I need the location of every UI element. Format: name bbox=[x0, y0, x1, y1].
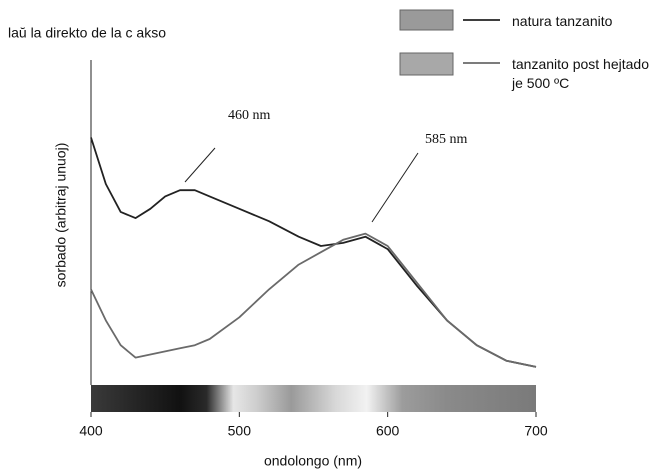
annotation: 585 nm bbox=[425, 132, 468, 147]
annotation: 460 nm bbox=[228, 108, 271, 123]
x-axis-label: ondolongo (nm) bbox=[264, 453, 362, 469]
x-tick-label: 600 bbox=[376, 423, 400, 439]
series-line bbox=[90, 137, 537, 368]
legend-label: natura tanzanito bbox=[512, 13, 613, 29]
legend-swatch bbox=[399, 9, 454, 31]
y-axis-label: sorbado (arbitraj unuoj) bbox=[53, 143, 69, 288]
x-tick-label: 500 bbox=[228, 423, 252, 439]
legend-label: tanzanito post hejtado je 500 ºC bbox=[512, 56, 649, 91]
x-tick-label: 400 bbox=[79, 423, 103, 439]
x-tick-label: 700 bbox=[524, 423, 548, 439]
annotation-line bbox=[371, 152, 419, 223]
chart-title: laŭ la direkto de la c akso bbox=[8, 25, 166, 41]
annotation-line bbox=[184, 147, 216, 183]
spectrum-bar bbox=[91, 385, 536, 412]
legend-swatch bbox=[399, 52, 454, 76]
series-line bbox=[90, 232, 537, 368]
